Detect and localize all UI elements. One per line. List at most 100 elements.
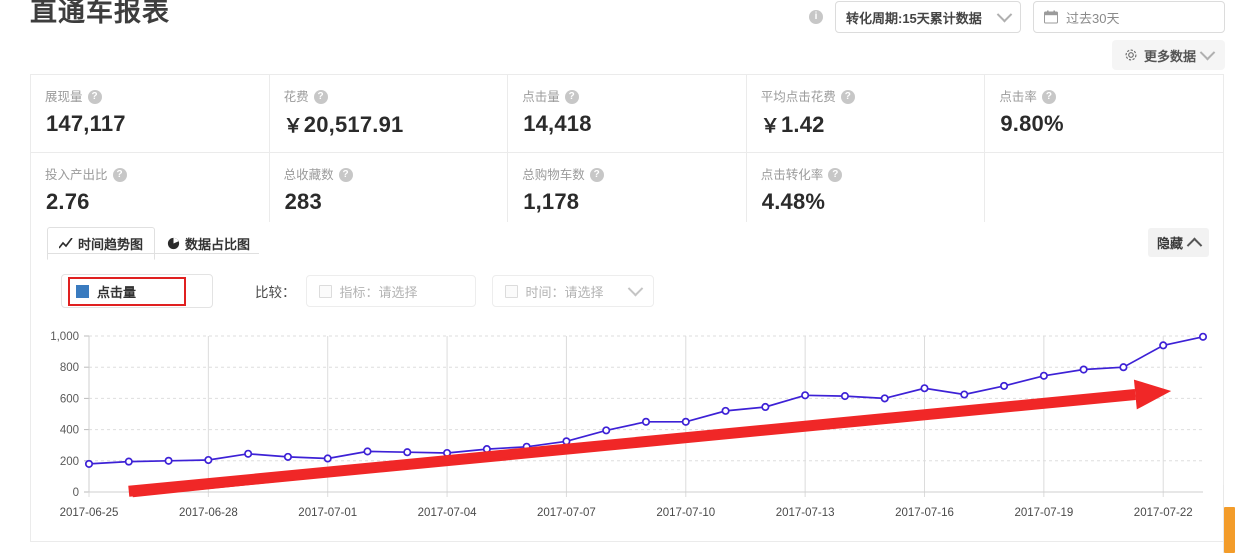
series-markers bbox=[84, 332, 1208, 468]
metrics-grid: 展现量 ? 147,117 花费 ? ￥20,517.91 点击量 ? 14,4… bbox=[30, 74, 1224, 230]
legend-label: 点击量 bbox=[97, 284, 137, 300]
metric-card-impressions[interactable]: 展现量 ? 147,117 bbox=[31, 75, 270, 153]
metric-label-text: 投入产出比 bbox=[45, 168, 108, 182]
vertical-scrollbar[interactable] bbox=[1224, 507, 1235, 553]
svg-text:2017-07-01: 2017-07-01 bbox=[298, 507, 357, 519]
metric-label-text: 点击转化率 bbox=[760, 168, 824, 182]
help-icon[interactable]: ? bbox=[589, 168, 604, 182]
checkbox-icon[interactable] bbox=[504, 284, 518, 298]
compare-label: 比较： bbox=[255, 285, 296, 300]
more-data-label: 更多数据 bbox=[1143, 48, 1196, 64]
metrics-row: 投入产出比 ? 2.76 总收藏数 ? 283 总购物车数 ? 1,178 bbox=[31, 153, 1223, 230]
metric-number: 4.48% bbox=[761, 189, 826, 214]
metric-value: 283 bbox=[284, 189, 508, 215]
metric-number: 20,517.91 bbox=[303, 112, 404, 137]
info-icon: i bbox=[809, 10, 823, 24]
svg-text:2017-07-13: 2017-07-13 bbox=[776, 507, 835, 519]
metric-label-text: 总收藏数 bbox=[283, 168, 334, 182]
help-icon[interactable]: ? bbox=[564, 90, 579, 104]
help-icon[interactable]: ? bbox=[313, 90, 328, 104]
gear-icon bbox=[1125, 49, 1137, 61]
metric-card-click-conversion[interactable]: 点击转化率 ? 4.48% bbox=[746, 153, 986, 230]
svg-text:2017-07-07: 2017-07-07 bbox=[537, 507, 596, 519]
metric-card-cart[interactable]: 总购物车数 ? 1,178 bbox=[508, 153, 747, 230]
metric-number: 1.42 bbox=[780, 112, 825, 137]
metric-value: 2.76 bbox=[45, 189, 269, 215]
tab-time-trend[interactable]: 时间趋势图 bbox=[47, 227, 156, 260]
page-title: 直通车报表 bbox=[30, 0, 170, 27]
tab-label: 时间趋势图 bbox=[78, 237, 144, 252]
metric-value: 14,418 bbox=[522, 111, 746, 137]
metric-label: 花费 ? bbox=[284, 89, 508, 105]
help-icon[interactable]: ? bbox=[87, 90, 102, 104]
conversion-period-select[interactable]: 转化周期:15天累计数据 bbox=[835, 1, 1021, 33]
red-trend-arrow-annotation bbox=[128, 379, 1172, 497]
compare-time-label: 时间：请选择 bbox=[525, 284, 604, 300]
line-chart-icon bbox=[59, 237, 73, 248]
metric-card-cost[interactable]: 花费 ? ￥20,517.91 bbox=[269, 75, 509, 153]
metric-card-favorites[interactable]: 总收藏数 ? 283 bbox=[269, 153, 509, 230]
metric-label: 点击转化率 ? bbox=[761, 167, 985, 183]
metric-number: 1,178 bbox=[523, 189, 580, 214]
compare-metric-select[interactable]: 指标：请选择 bbox=[305, 275, 476, 307]
chart-tabs: 时间趋势图 数据占比图 bbox=[47, 227, 262, 260]
panel-right-edge bbox=[1223, 485, 1224, 553]
metric-label-text: 点击率 bbox=[999, 90, 1037, 104]
conversion-period-value: 转化周期:15天累计数据 bbox=[846, 10, 982, 26]
chevron-down-icon bbox=[996, 6, 1013, 22]
svg-text:2017-06-25: 2017-06-25 bbox=[60, 507, 119, 519]
checkbox-icon[interactable] bbox=[318, 284, 332, 298]
metric-label-text: 平均点击花费 bbox=[760, 90, 836, 104]
metric-label: 总收藏数 ? bbox=[284, 167, 508, 183]
metric-label: 展现量 ? bbox=[45, 89, 269, 105]
date-range-picker[interactable]: 过去30天 bbox=[1033, 1, 1225, 33]
metric-label: 点击率 ? bbox=[999, 89, 1223, 105]
metric-value: 147,117 bbox=[45, 111, 269, 137]
metric-value: ￥1.42 bbox=[761, 111, 985, 138]
metric-card-ctr[interactable]: 点击率 ? 9.80% bbox=[985, 75, 1223, 153]
svg-text:2017-07-16: 2017-07-16 bbox=[895, 507, 954, 519]
legend-selector[interactable]: 点击量 bbox=[61, 274, 213, 308]
svg-text:800: 800 bbox=[60, 362, 79, 374]
red-thin-line-annotation bbox=[132, 450, 567, 498]
metric-card-roi[interactable]: 投入产出比 ? 2.76 bbox=[31, 153, 270, 230]
metric-value: 1,178 bbox=[522, 189, 746, 215]
tab-data-share[interactable]: 数据占比图 bbox=[155, 227, 262, 260]
metric-number: 9.80% bbox=[1000, 111, 1064, 136]
currency-symbol: ￥ bbox=[283, 116, 303, 137]
help-icon[interactable]: ? bbox=[1041, 90, 1056, 104]
metric-label-text: 总购物车数 bbox=[522, 168, 585, 182]
svg-text:2017-07-19: 2017-07-19 bbox=[1014, 507, 1073, 519]
svg-text:600: 600 bbox=[60, 393, 79, 405]
hide-panel-toggle[interactable]: 隐藏 bbox=[1147, 228, 1209, 257]
metric-number: 14,418 bbox=[523, 111, 592, 136]
y-axis-labels: 0 200 400 600 800 1,000 bbox=[50, 331, 79, 499]
compare-metric-label: 指标：请选择 bbox=[339, 284, 418, 300]
trend-chart[interactable]: 0 200 400 600 800 1,000 2017-06-25 2017-06-28 2… bbox=[31, 322, 1225, 542]
pie-chart-icon bbox=[167, 237, 180, 250]
chart-controls: 点击量 比较： 指标：请选择 时间：请选择 bbox=[61, 274, 654, 308]
metric-value: 9.80% bbox=[999, 111, 1223, 137]
metric-card-clicks[interactable]: 点击量 ? 14,418 bbox=[508, 75, 747, 153]
more-data-button[interactable]: 更多数据 bbox=[1111, 40, 1225, 70]
currency-symbol: ￥ bbox=[760, 116, 780, 137]
metric-label: 平均点击花费 ? bbox=[761, 89, 985, 105]
metric-card-avg-cpc[interactable]: 平均点击花费 ? ￥1.42 bbox=[746, 75, 986, 153]
svg-text:200: 200 bbox=[60, 456, 79, 468]
help-icon[interactable]: ? bbox=[112, 168, 127, 182]
compare-time-select[interactable]: 时间：请选择 bbox=[491, 275, 654, 307]
calendar-icon bbox=[1044, 10, 1058, 24]
metric-number: 147,117 bbox=[46, 111, 126, 136]
legend-color-swatch bbox=[76, 284, 89, 298]
svg-text:2017-06-28: 2017-06-28 bbox=[179, 507, 238, 519]
metric-label-text: 展现量 bbox=[45, 90, 83, 104]
help-icon[interactable]: ? bbox=[840, 90, 855, 104]
help-icon[interactable]: ? bbox=[338, 168, 353, 182]
help-icon[interactable]: ? bbox=[828, 168, 843, 182]
metric-card-empty bbox=[985, 153, 1223, 230]
date-range-value: 过去30天 bbox=[1066, 10, 1120, 26]
metric-label-text: 点击量 bbox=[522, 90, 560, 104]
metric-number: 283 bbox=[284, 189, 322, 214]
chevron-down-icon bbox=[1199, 44, 1216, 60]
